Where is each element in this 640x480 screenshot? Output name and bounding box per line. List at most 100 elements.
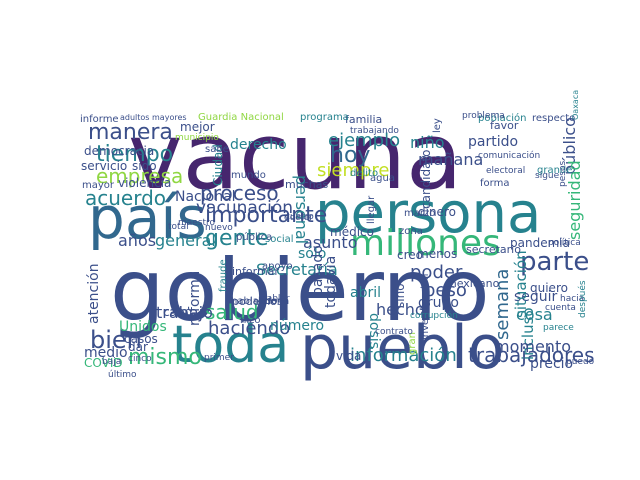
cloud-word: mayor [82,180,115,191]
cloud-word: pública [236,231,272,243]
cloud-word: muchas [285,178,328,191]
cloud-word: cuenta [545,303,576,313]
cloud-word: todavía [323,256,339,308]
cloud-word: manera [88,120,173,145]
cloud-word: favor [490,119,519,132]
cloud-word: trabajadores [468,343,595,367]
cloud-word: médico [330,225,374,239]
cloud-word: parece [543,323,574,333]
cloud-word: servicio [81,159,127,173]
cloud-word: seguridad [565,160,584,240]
cloud-word: hecho [376,300,425,319]
cloud-word: incluso [519,307,537,360]
cloud-word: puedo [566,357,595,367]
cloud-word: hacia [560,294,584,304]
cloud-word: ley [432,118,443,133]
cloud-word: mañana [418,150,483,169]
cloud-word: cosa [516,305,553,324]
cloud-word: contrato [375,327,413,337]
cloud-word: gente [205,226,269,251]
cloud-word: pasado [310,245,326,296]
cloud-word: Ciudad [211,144,225,186]
cloud-word: atención [86,263,102,324]
cloud-word: política [548,238,581,248]
cloud-word: democracia [84,144,154,158]
cloud-word: trabajando [350,126,399,136]
cloud-word: social [265,234,294,245]
cloud-word: casos [124,332,158,346]
cloud-word: empresa [96,164,183,188]
cloud-word: Unidos [119,319,167,335]
cloud-word: apoyo [262,261,293,272]
cloud-word: mexicano [446,277,500,290]
cloud-word: cabo [163,305,192,319]
cloud-word: pandemia [510,236,570,250]
cloud-word: ejemplo [328,130,400,151]
cloud-word: violencia [118,176,171,190]
cloud-word: mejor [180,120,215,134]
cloud-word: dinero [418,205,456,219]
cloud-word: parte [520,247,589,277]
cloud-word: grande [537,165,572,176]
cloud-word: gran [407,332,418,355]
cloud-word: toda [172,315,289,375]
cloud-word: podemos [232,295,283,308]
cloud-word: medio [84,345,128,361]
cloud-word: mismo [128,345,202,370]
cloud-word: partido [468,134,518,150]
cloud-word: proceso [200,181,279,205]
cloud-word: problema [462,111,505,121]
cloud-word: público [560,117,579,175]
cloud-word: último [108,370,137,380]
cloud-word: después [577,280,588,318]
cloud-word: reforma [187,271,203,326]
cloud-word: hablando [231,296,278,307]
cloud-word: momento [494,337,571,356]
cloud-word: comunicación [478,150,540,161]
cloud-word: importante [205,203,327,228]
cloud-word: hizo [240,315,260,326]
cloud-word: maestro [178,218,216,228]
cloud-word: sigue [535,171,560,181]
cloud-word: información [350,345,457,366]
cloud-word: persona [315,181,541,246]
cloud-word: municipio [175,133,219,143]
cloud-word: respecto [532,113,575,124]
cloud-word: fraude [218,259,229,292]
cloud-word: situación [512,250,530,318]
cloud-word: nuevo [205,223,233,233]
cloud-word: creo [397,248,423,262]
cloud-word: semana [492,269,513,340]
cloud-word: sino [393,283,407,308]
cloud-word: informar [232,265,279,278]
cloud-word: grupo [418,295,459,311]
cloud-word: sabe [205,144,229,155]
cloud-word: hoy [330,143,370,168]
cloud-word: millones [350,223,501,264]
cloud-word: vida [336,349,361,363]
cloud-word: trabajo [156,303,213,322]
cloud-word: abril [350,285,381,301]
cloud-word: llegar [366,195,377,224]
cloud-word: salud [205,300,259,324]
cloud-word: general [155,231,216,250]
cloud-word: COVID [84,356,123,370]
cloud-word: vacuna [128,103,462,210]
cloud-word: poder [410,262,463,283]
cloud-word: corrupción [410,310,458,321]
cloud-word: dar [128,340,148,354]
cloud-word: peso [424,280,467,301]
cloud-word: quiero [530,281,568,295]
cloud-word: asunto [303,233,357,252]
cloud-word: Secretaría [256,260,338,279]
cloud-word: baja [102,357,121,367]
cloud-word: secretario [466,243,521,256]
cloud-word: mundo [231,170,266,181]
cloud-word: pueblo [300,313,505,383]
cloud-word: marzo [404,208,435,219]
cloud-word: niño [410,133,445,152]
cloud-word: tiempo [96,142,173,167]
cloud-word: años [118,231,156,250]
